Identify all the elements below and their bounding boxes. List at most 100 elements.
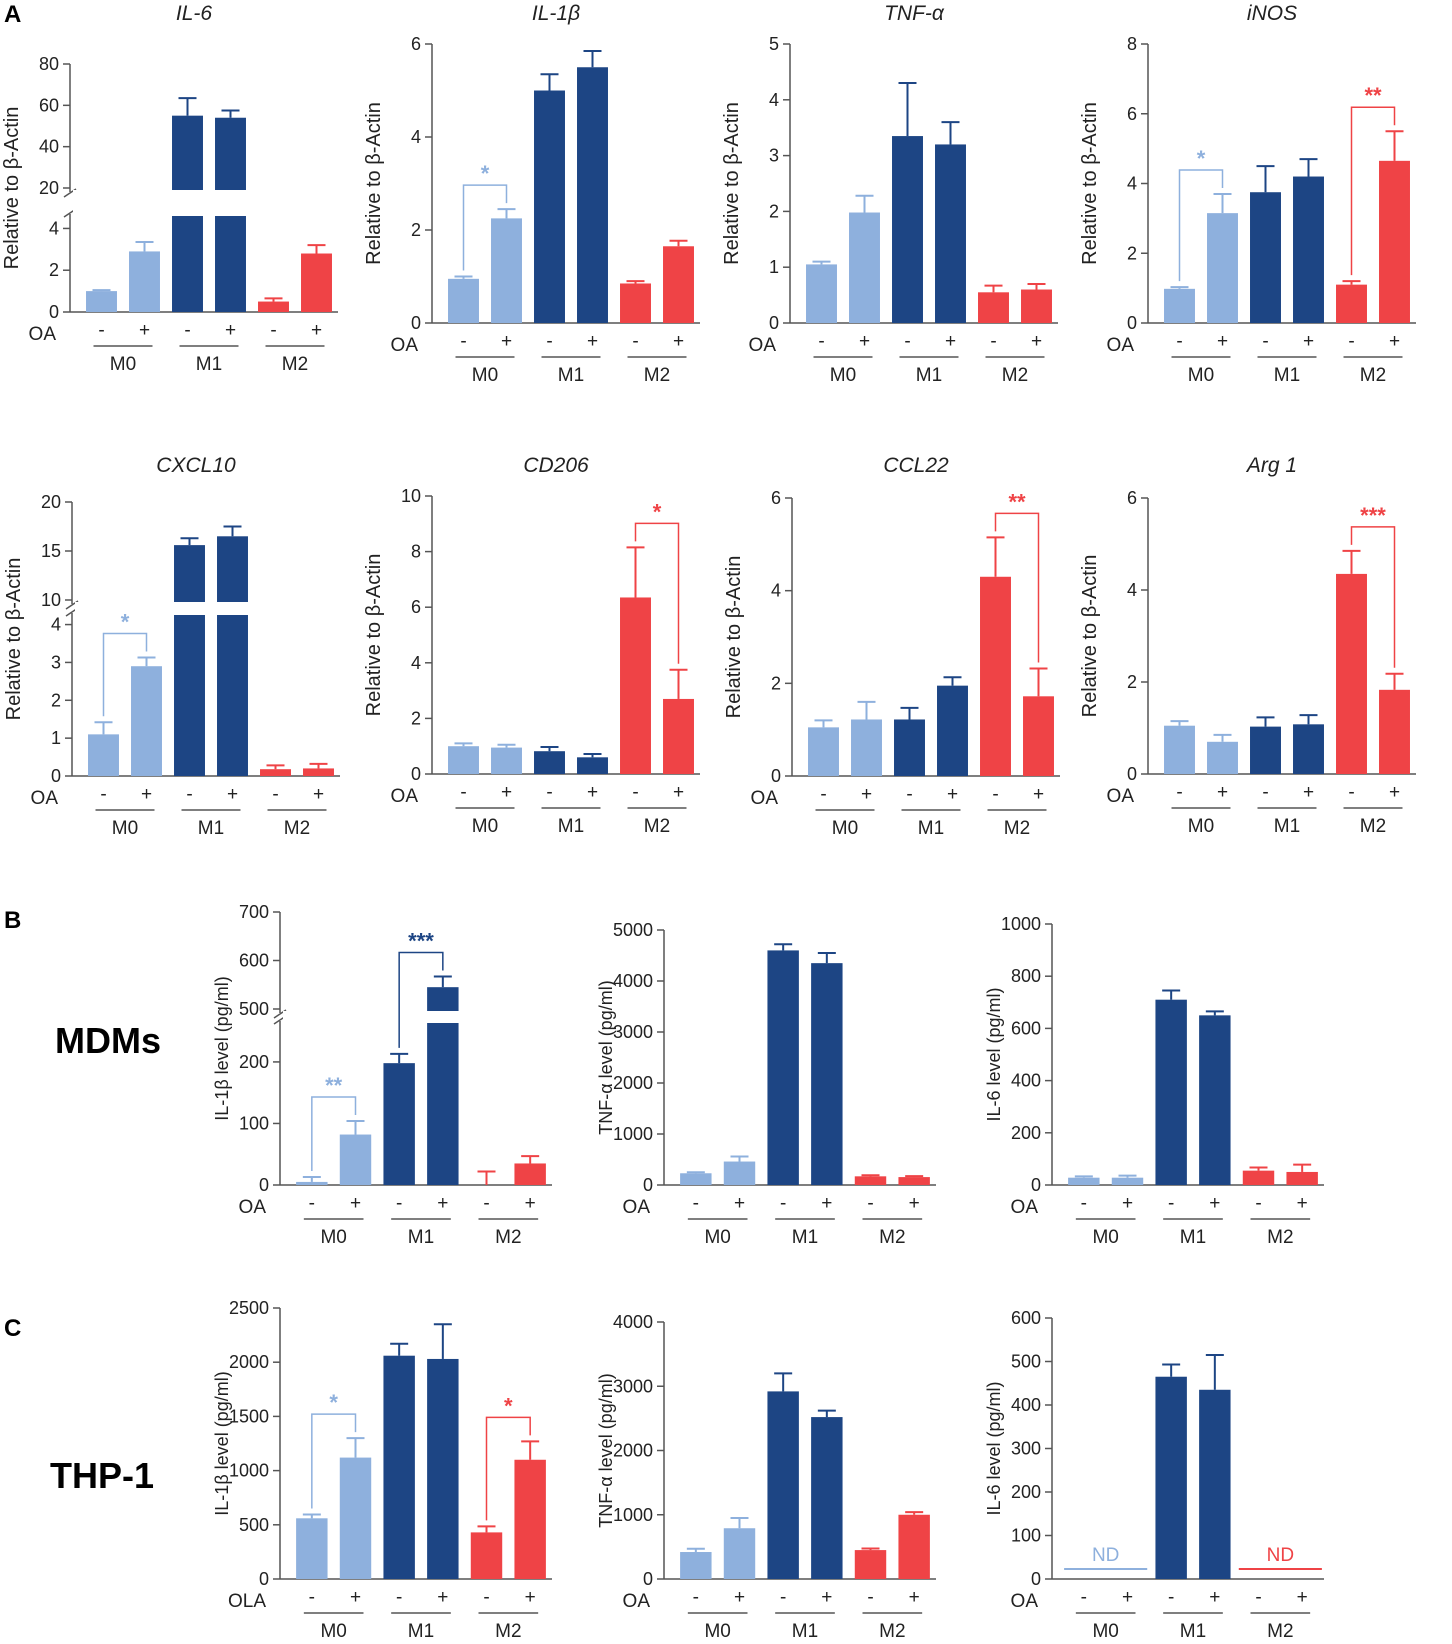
bar-m1-minus: [892, 136, 923, 323]
bar-m0-plus: [131, 666, 162, 776]
axis-break-gap: [75, 602, 343, 615]
chart-a-cxcl10: CXCL10 Relative to β-Actin 0 1 2 3 4 10 15 20 * OA -…: [3, 454, 343, 839]
treatment-mark: +: [587, 782, 598, 803]
treatment-mark: -: [1168, 1193, 1174, 1214]
y-tick-label: 600: [1011, 1018, 1041, 1038]
row-label-thp1: THP-1: [50, 1455, 154, 1496]
group-label: M0: [320, 1621, 346, 1642]
bar-m1-plus: [935, 144, 966, 323]
treatment-label: OA: [1011, 1197, 1039, 1218]
y-tick-label: 4: [49, 218, 59, 238]
significance-bracket: *: [1178, 146, 1224, 282]
y-tick-label: 0: [643, 1175, 653, 1195]
bar-m1-minus: [767, 1391, 799, 1579]
y-tick-label: 40: [39, 137, 59, 157]
significance-stars: **: [325, 1073, 343, 1098]
treatment-label: OA: [749, 335, 777, 356]
bar-m1-minus: [534, 90, 565, 323]
y-tick-label: 3000: [613, 1376, 653, 1396]
treatment-mark: +: [225, 320, 236, 341]
y-axis-label: TNF-α level (pg/ml): [596, 1373, 616, 1527]
y-tick-label: 3: [51, 652, 61, 672]
group-label: M0: [1188, 816, 1214, 837]
y-tick-label: 2: [1127, 672, 1137, 692]
bar-m1-minus: [767, 950, 799, 1185]
panel-label-a: A: [4, 1, 21, 28]
bar-m0-minus: [1164, 288, 1195, 323]
y-tick-label: 1: [769, 257, 779, 277]
bar-m1-plus: [811, 963, 843, 1185]
group-label: M0: [704, 1227, 730, 1248]
treatment-mark: +: [859, 331, 870, 352]
bar-m1-minus: [1250, 192, 1281, 323]
bar-m0-minus: [680, 1552, 712, 1579]
group-label: M2: [282, 354, 308, 375]
treatment-mark: +: [525, 1193, 536, 1214]
bar-m1-minus: [383, 1063, 415, 1185]
treatment-mark: -: [483, 1587, 489, 1608]
y-tick-label: 0: [771, 766, 781, 786]
bar-m1-minus: [1155, 999, 1187, 1185]
bar-m0-plus: [491, 218, 522, 323]
y-tick-label: 400: [1011, 1395, 1041, 1415]
treatment-mark: -: [904, 331, 910, 352]
y-tick-label: 0: [643, 1569, 653, 1589]
group-label: M2: [1267, 1621, 1293, 1642]
bar-m2-plus: [1286, 1171, 1318, 1185]
y-tick-label: 800: [1011, 966, 1041, 986]
treatment-mark: +: [734, 1587, 745, 1608]
bar-m1-plus: [427, 1358, 459, 1579]
bracket-line: [485, 1416, 531, 1521]
group-label: M2: [1360, 365, 1386, 386]
treatment-mark: +: [673, 782, 684, 803]
bar-m2-minus: [978, 292, 1009, 323]
bar-m1-plus: [1199, 1389, 1231, 1579]
treatment-label: OA: [623, 1197, 651, 1218]
group-label: M0: [1188, 365, 1214, 386]
bar-m2-plus: [663, 698, 694, 774]
treatment-mark: +: [1389, 782, 1400, 803]
group-label: M1: [916, 365, 942, 386]
chart-b-il1b: IL-1β level (pg/ml)0100200500600700*****…: [212, 902, 555, 1248]
treatment-mark: +: [1031, 331, 1042, 352]
treatment-mark: +: [1217, 331, 1228, 352]
y-tick-label: 500: [239, 999, 269, 1019]
y-axis: 0 2 4 6 8 10: [401, 486, 433, 784]
treatment-mark: +: [525, 1587, 536, 1608]
significance-bracket: *: [485, 1393, 531, 1521]
y-tick-label: 0: [1031, 1569, 1041, 1589]
treatment-mark: -: [1262, 782, 1268, 803]
bracket-line: [634, 522, 680, 664]
treatment-mark: +: [501, 782, 512, 803]
treatment-mark: -: [632, 331, 638, 352]
y-axis: 0 100 200 300 400 500 600: [1011, 1308, 1053, 1589]
y-axis: 0 2 4 6 8: [1127, 34, 1149, 333]
y-axis-label: TNF-α level (pg/ml): [596, 980, 616, 1134]
y-axis: 0 1 2 3 4 10 15 20: [41, 492, 79, 786]
group-label: M2: [1004, 818, 1030, 839]
y-axis: 0 2 4 6: [411, 34, 433, 333]
bar-m2-plus: [514, 1163, 546, 1185]
treatment-mark: +: [1297, 1587, 1308, 1608]
bar-m2-minus: [854, 1550, 887, 1579]
bar-m0-minus: [1164, 725, 1195, 774]
treatment-mark: +: [1303, 782, 1314, 803]
chart-c-tnfa: TNF-α level (pg/ml) 0 1000 2000 3000 4000 OA - +…: [596, 1312, 936, 1642]
group-label: M1: [408, 1227, 434, 1248]
y-tick-label: 4000: [613, 1312, 653, 1332]
group-label: M2: [495, 1227, 521, 1248]
y-tick-label: 1000: [613, 1124, 653, 1144]
bar-m0-plus: [1207, 741, 1238, 774]
y-tick-label: 6: [411, 597, 421, 617]
group-label: M1: [1274, 365, 1300, 386]
y-tick-label: 2: [411, 708, 421, 728]
y-tick-label: 0: [49, 302, 59, 322]
treatment-mark: -: [98, 320, 104, 341]
axis-break-gap: [73, 190, 341, 216]
treatment-mark: -: [632, 782, 638, 803]
bar-m0-plus: [723, 1528, 756, 1579]
significance-stars: ***: [1360, 503, 1386, 528]
bar-m2-minus: [980, 576, 1011, 776]
